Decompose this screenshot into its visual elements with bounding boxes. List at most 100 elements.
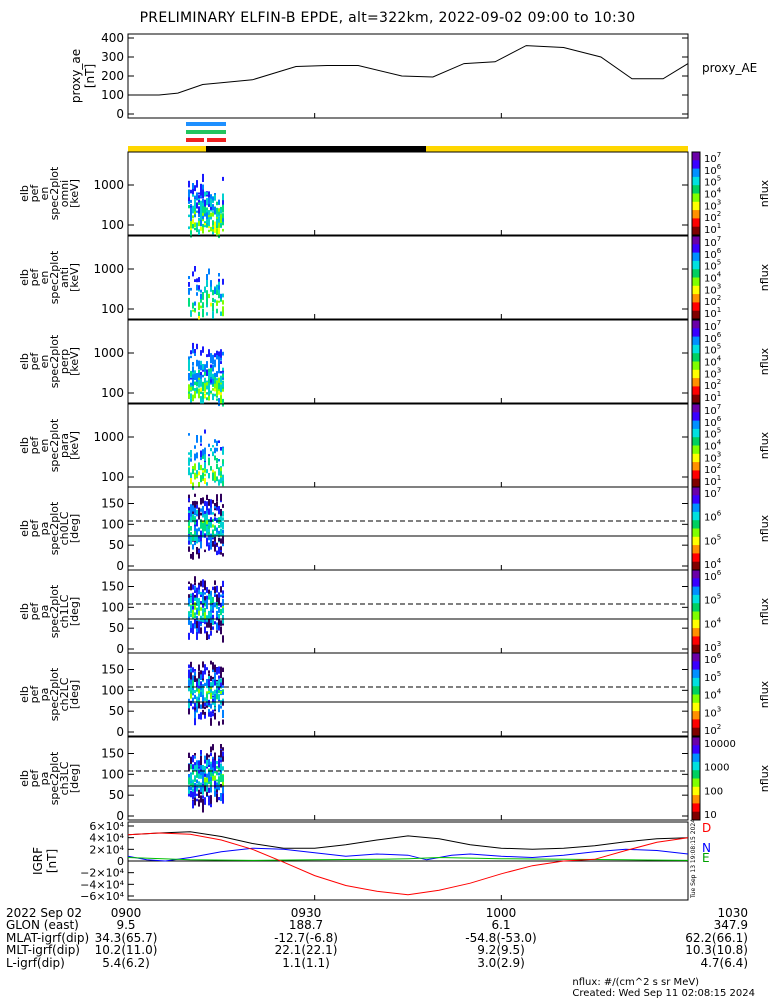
colorbar-band bbox=[692, 570, 700, 579]
heatmap-cell bbox=[198, 195, 200, 199]
heatmap-cell bbox=[196, 473, 198, 477]
heatmap-cell bbox=[204, 682, 206, 686]
heatmap-cell bbox=[198, 789, 200, 798]
flux-units-note: nflux: #/(cm^2 s sr MeV) bbox=[572, 977, 700, 988]
heatmap-cell bbox=[192, 394, 194, 402]
heatmap-cell bbox=[216, 388, 218, 397]
heatmap-cell bbox=[198, 218, 200, 224]
heatmap-cell bbox=[220, 586, 222, 593]
heatmap-cell bbox=[216, 542, 218, 546]
science-zone-bars bbox=[186, 122, 226, 142]
ytick-label: 150 bbox=[101, 580, 124, 594]
heatmap-cell bbox=[212, 451, 214, 457]
ylabel-line: [deg] bbox=[68, 597, 81, 626]
ephemeris-label: GLON (east) bbox=[6, 918, 79, 933]
ylabel-line: pef bbox=[28, 352, 41, 371]
colorbar-band bbox=[692, 437, 700, 446]
science-bar-green bbox=[186, 130, 226, 134]
colorbar-tick-label: 105 bbox=[704, 593, 721, 607]
ylabel-line: pa bbox=[38, 772, 51, 786]
heatmap-cell bbox=[194, 612, 196, 616]
heatmap-cell bbox=[200, 508, 202, 512]
heatmap-cell bbox=[204, 622, 206, 625]
heatmap-cell bbox=[222, 204, 224, 213]
heatmap-cell bbox=[202, 697, 204, 703]
heatmap-cell bbox=[214, 753, 216, 762]
heatmap-cell bbox=[222, 193, 224, 201]
heatmap-cell bbox=[190, 791, 192, 798]
heatmap-cell bbox=[212, 297, 214, 303]
heatmap-cell bbox=[202, 215, 204, 220]
heatmap-cell bbox=[218, 398, 220, 407]
ylabel-line: elb bbox=[18, 185, 31, 202]
heatmap-cell bbox=[218, 212, 220, 217]
colorbar-band bbox=[692, 686, 700, 695]
heatmap-cell bbox=[214, 517, 216, 521]
colorbar-band bbox=[692, 719, 700, 729]
heatmap-cell bbox=[210, 746, 212, 753]
heatmap-cell bbox=[206, 679, 208, 686]
heatmap-cell bbox=[196, 770, 198, 778]
heatmap-cell bbox=[210, 371, 212, 378]
heatmap-cell bbox=[212, 204, 214, 211]
heatmap-cell bbox=[216, 219, 218, 227]
ephemeris-value: 4.7(6.4) bbox=[700, 955, 748, 970]
heatmap-cell bbox=[202, 579, 204, 587]
heatmap-cell bbox=[188, 791, 190, 797]
heatmap-cell bbox=[216, 207, 218, 215]
heatmap-cell bbox=[192, 205, 194, 214]
heatmap-cell bbox=[188, 687, 190, 692]
heatmap-cell bbox=[222, 300, 224, 305]
heatmap-cell bbox=[220, 626, 222, 635]
heatmap-cell bbox=[194, 678, 196, 682]
heatmap-cell bbox=[192, 482, 194, 490]
heatmap-cell bbox=[190, 398, 192, 403]
heatmap-cell bbox=[188, 664, 190, 669]
heatmap-cell bbox=[198, 513, 200, 520]
colorbar-band bbox=[692, 285, 700, 295]
heatmap-cell bbox=[208, 759, 210, 765]
heatmap-cell bbox=[212, 618, 214, 625]
heatmap-cell bbox=[208, 525, 210, 529]
heatmap-cell bbox=[204, 513, 206, 521]
heatmap-cell bbox=[188, 191, 190, 197]
heatmap-cell bbox=[194, 585, 196, 591]
colorbar-band bbox=[692, 653, 700, 662]
heatmap-cell bbox=[216, 476, 218, 482]
ytick-label: 150 bbox=[101, 663, 124, 677]
heatmap-cell bbox=[194, 212, 196, 218]
heatmap-cell bbox=[204, 377, 206, 381]
heatmap-cell bbox=[208, 618, 210, 627]
ephemeris-value: 1000 bbox=[485, 906, 517, 920]
heatmap-cell bbox=[188, 506, 190, 512]
heatmap-cell bbox=[220, 393, 222, 399]
heatmap-cell bbox=[216, 447, 218, 452]
heatmap-cell bbox=[214, 228, 216, 233]
heatmap-cell bbox=[202, 193, 204, 199]
heatmap-cell bbox=[214, 780, 216, 789]
heatmap-cell bbox=[196, 761, 198, 765]
heatmap-cell bbox=[208, 229, 210, 233]
heatmap-cell bbox=[204, 781, 206, 789]
heatmap-cell bbox=[220, 602, 222, 608]
heatmap-cell bbox=[212, 530, 214, 538]
heatmap-cell bbox=[198, 538, 200, 543]
heatmap-cell bbox=[198, 621, 200, 628]
heatmap-cell bbox=[202, 799, 204, 806]
heatmap-cell bbox=[222, 701, 224, 706]
heatmap-cell bbox=[206, 667, 208, 671]
heatmap-cell bbox=[214, 299, 216, 303]
heatmap-cell bbox=[188, 581, 190, 584]
colorbar-band bbox=[692, 727, 700, 737]
ylabel-line: [deg] bbox=[68, 514, 81, 543]
heatmap-cell bbox=[218, 694, 220, 701]
heatmap-cell bbox=[190, 672, 192, 677]
heatmap-cell bbox=[212, 354, 214, 362]
heatmap-cell bbox=[196, 607, 198, 610]
heatmap-cell bbox=[194, 706, 196, 711]
heatmap-cell bbox=[194, 800, 196, 806]
heatmap-cell bbox=[194, 301, 196, 306]
heatmap-cell bbox=[216, 386, 218, 391]
